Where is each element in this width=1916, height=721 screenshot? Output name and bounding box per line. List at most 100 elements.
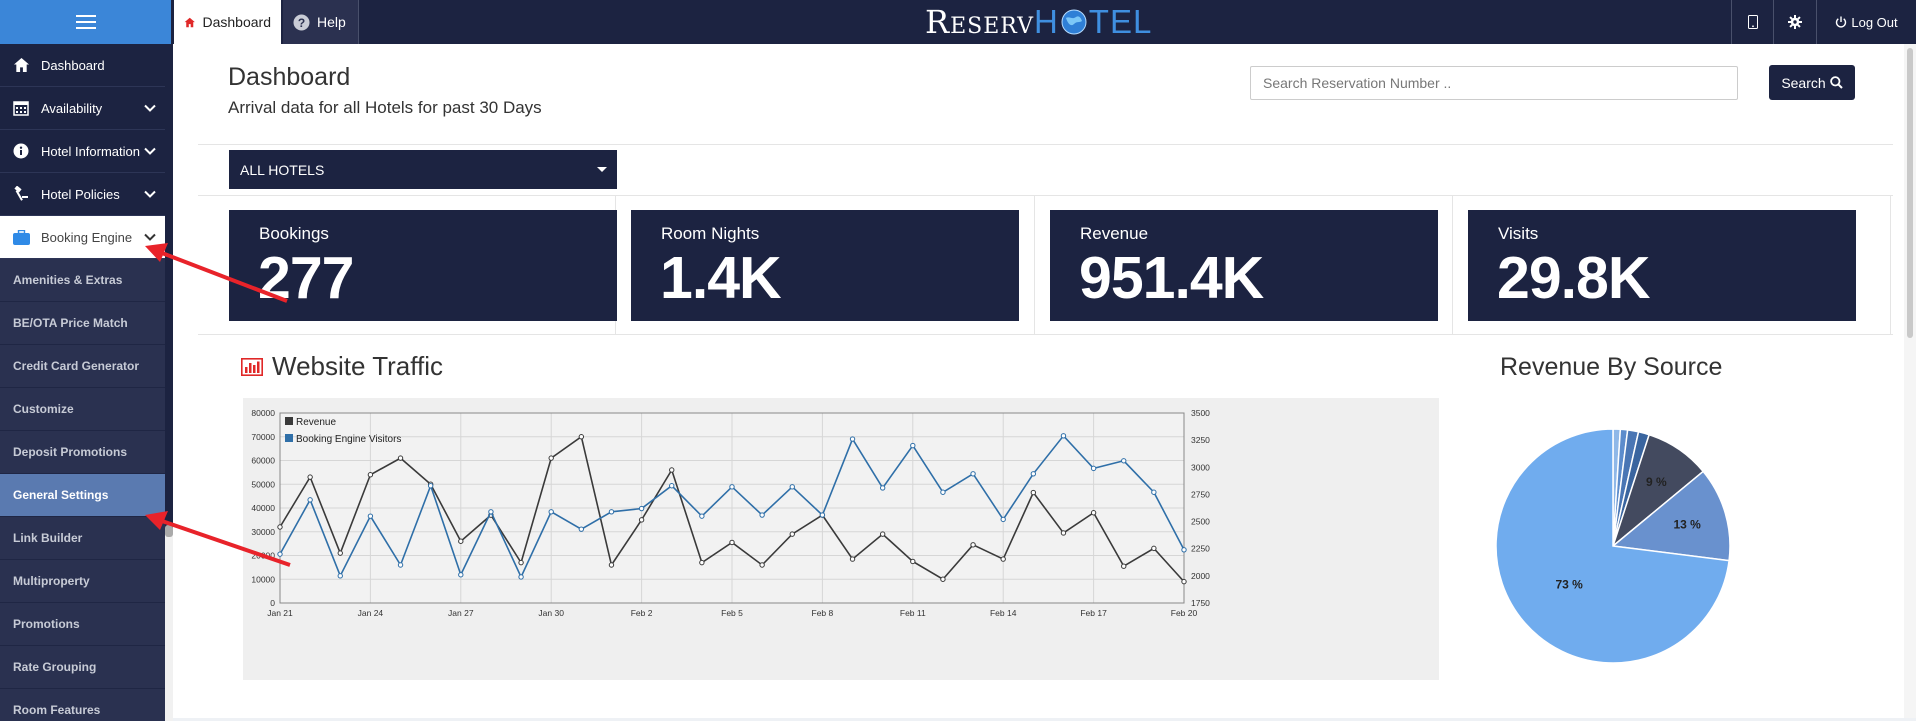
main-scrollbar[interactable] [1904, 44, 1916, 721]
x-tick-label: Feb 5 [721, 608, 743, 618]
y-left-tick-label: 20000 [251, 551, 275, 561]
topbar-right-actions: Log Out [1731, 0, 1916, 44]
data-point [1090, 465, 1097, 472]
y-right-tick-label: 3000 [1191, 462, 1210, 472]
pie-slice [1495, 428, 1730, 664]
sidebar-item-dashboard[interactable]: Dashboard [0, 44, 165, 87]
sidebar-subitem-general-settings[interactable]: General Settings [0, 474, 165, 517]
sidebar-subitem-room-features[interactable]: Room Features [0, 689, 165, 721]
data-point [1000, 516, 1006, 523]
data-point [638, 517, 645, 523]
main-scrollbar-thumb[interactable] [1907, 48, 1913, 338]
data-point [367, 513, 374, 519]
logo-text-h: H [1033, 3, 1059, 40]
data-point [1121, 458, 1127, 464]
y-right-tick-label: 3250 [1191, 435, 1210, 445]
legend-swatch [285, 434, 293, 442]
tab-dashboard[interactable]: Dashboard [174, 0, 281, 44]
hotel-filter-dropdown[interactable]: ALL HOTELS [229, 150, 617, 189]
data-point [879, 531, 886, 537]
data-point [970, 542, 976, 548]
y-right-tick-label: 2750 [1191, 489, 1210, 499]
menu-toggle-button[interactable] [0, 0, 171, 44]
y-right-tick-label: 1750 [1191, 598, 1210, 608]
data-point [1000, 556, 1006, 562]
sidebar-subitem-customize[interactable]: Customize [0, 388, 165, 431]
sidebar-subitem-be-ota-price-match[interactable]: BE/OTA Price Match [0, 302, 165, 345]
sidebar-subitem-promotions[interactable]: Promotions [0, 603, 165, 646]
calendar-icon [12, 99, 30, 117]
sidebar-item-label: Hotel Information [41, 143, 140, 159]
y-left-tick-label: 80000 [251, 408, 275, 418]
data-point [397, 455, 404, 461]
sidebar-subitem-multiproperty[interactable]: Multiproperty [0, 560, 165, 603]
data-point [970, 471, 976, 477]
y-left-tick-label: 50000 [251, 479, 275, 489]
tablet-icon [1747, 15, 1758, 29]
briefcase-icon [12, 228, 30, 246]
sidebar-subitem-rate-grouping[interactable]: Rate Grouping [0, 646, 165, 689]
data-point [518, 574, 524, 580]
sidebar-item-label: Dashboard [41, 57, 105, 73]
data-point [849, 556, 856, 562]
sidebar-item-booking-engine[interactable]: Booking Engine [0, 216, 165, 259]
sidebar-subitem-amenities-extras[interactable]: Amenities & Extras [0, 259, 165, 302]
revenue-by-source-title: Revenue By Source [1500, 353, 1723, 381]
data-point [1090, 510, 1097, 516]
data-point [729, 484, 735, 490]
sidebar-item-hotel-policies[interactable]: Hotel Policies [0, 173, 165, 216]
stat-cell: Revenue 951.4K [1035, 196, 1453, 334]
logout-button[interactable]: Log Out [1816, 0, 1916, 44]
revenue-by-source-pie-svg: 9 % 13 % 73 % [1495, 428, 1731, 664]
y-left-tick-label: 30000 [251, 527, 275, 537]
sidebar-item-label: Availability [41, 100, 103, 116]
tab-help-label: Help [317, 14, 346, 30]
home-icon [184, 17, 195, 27]
data-point [578, 434, 585, 440]
data-point [1151, 545, 1157, 552]
data-point [608, 562, 615, 568]
search-icon [1829, 76, 1843, 89]
main-content: Dashboard Arrival data for all Hotels fo… [173, 44, 1916, 721]
tab-help[interactable]: ? Help [283, 0, 358, 44]
x-tick-label: Feb 11 [900, 608, 926, 618]
bar-chart-icon [241, 357, 263, 376]
sidebar-subitem-credit-card-generator[interactable]: Credit Card Generator [0, 345, 165, 388]
data-point [307, 497, 313, 503]
website-traffic-heading: Website Traffic [241, 351, 443, 382]
data-point [789, 531, 795, 537]
data-point [518, 559, 524, 566]
stat-cell: Visits 29.8K [1453, 196, 1891, 334]
page-title: Dashboard [228, 63, 351, 91]
chevron-down-icon [144, 147, 156, 155]
data-point [819, 512, 826, 518]
stat-cell: Room Nights 1.4K [616, 196, 1035, 334]
sidebar-scrollbar-thumb[interactable] [165, 44, 173, 534]
website-traffic-title: Website Traffic [272, 351, 443, 381]
sidebar-subitem-link-builder[interactable]: Link Builder [0, 517, 165, 560]
sidebar-subitem-deposit-promotions[interactable]: Deposit Promotions [0, 431, 165, 474]
data-point [578, 526, 585, 532]
sidebar-item-label: Hotel Policies [41, 186, 120, 202]
y-right-tick-label: 3500 [1191, 408, 1210, 418]
sidebar-item-availability[interactable]: Availability [0, 87, 165, 130]
data-point [427, 483, 434, 489]
sidebar-scrollbar-handle[interactable] [165, 525, 173, 537]
search-button[interactable]: Search [1769, 65, 1855, 100]
sidebar-item-hotel-information[interactable]: Hotel Information [0, 130, 165, 173]
data-point [458, 572, 464, 578]
reservhotel-logo[interactable]: Reserv H TEL [925, 3, 1152, 41]
x-tick-label: Jan 27 [448, 608, 474, 618]
website-traffic-chart-svg: 0 10000 20000 30000 40000 50000 60000 70000 8000… [251, 408, 1210, 618]
x-tick-label: Jan 30 [538, 608, 564, 618]
y-left-tick-label: 0 [270, 598, 275, 608]
pie-slice-label: 13 % [1673, 517, 1701, 531]
caret-down-icon [597, 167, 607, 172]
y-left-tick-label: 60000 [251, 456, 275, 466]
stat-value: 951.4K [1079, 245, 1264, 311]
stat-label: Revenue [1080, 224, 1149, 243]
tablet-view-button[interactable] [1731, 0, 1773, 44]
x-tick-label: Feb 14 [990, 608, 1017, 618]
reservation-search-input[interactable] [1250, 66, 1738, 100]
settings-button[interactable] [1773, 0, 1816, 44]
